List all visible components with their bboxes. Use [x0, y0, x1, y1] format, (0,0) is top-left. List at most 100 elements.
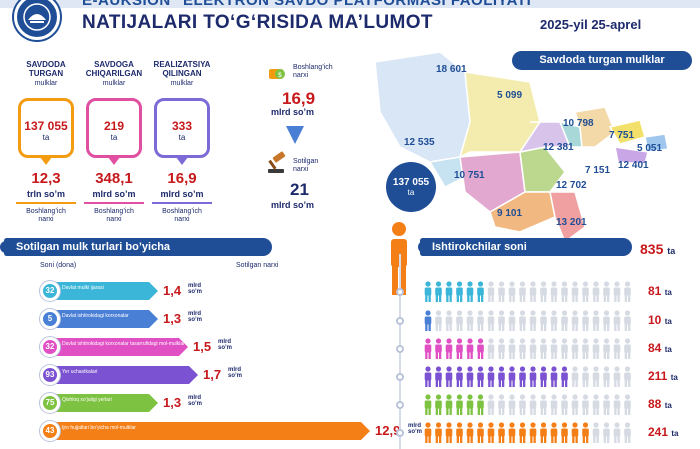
- participants-section-title: Ishtirokchilar soni: [420, 238, 632, 256]
- participants-row-value: 84 ta: [648, 341, 672, 355]
- region-navoi: [458, 71, 541, 159]
- summary-column-title: REALIZATSIYA QILINGAN mulklar: [153, 60, 211, 87]
- region-value-label: 18 601: [436, 64, 467, 75]
- summary-column-title: SAVDODA TURGAN mulklar: [26, 60, 66, 87]
- sold-price-label: Sotilgan narxi: [293, 158, 319, 173]
- participants-pictogram: [424, 338, 631, 359]
- participants-row: [424, 366, 636, 388]
- summary-column-title: SAVDOGA CHIQARILGAN mulklar: [85, 60, 143, 87]
- map-section-title: Savdoda turgan mulklar: [512, 51, 692, 70]
- participants-pictogram: [424, 422, 631, 443]
- map-total-bubble: 137 055 ta: [386, 162, 436, 212]
- assets-section-title: Sotilgan mulk turlari bo’yicha: [4, 238, 272, 256]
- header-cut-title: E-AUKSION" ELEKTRON SAVDO PLATFORMASI FA…: [82, 0, 532, 9]
- asset-sold-unit: mlrd so’m: [188, 283, 203, 295]
- asset-sold-value: 1,3: [163, 311, 182, 326]
- summary-value: 348,1: [95, 170, 133, 187]
- summary-underline: [152, 202, 212, 204]
- report-date: 2025-yil 25-aprel: [540, 17, 642, 32]
- asset-sold-unit: mlrd so’m: [188, 311, 203, 323]
- sold-price-value: 21: [290, 180, 309, 199]
- card-pointer-icon: [40, 157, 52, 165]
- participants-row: [424, 394, 636, 416]
- gavel-icon: [268, 151, 286, 173]
- summary-note: Boshlang’ich narxi: [26, 208, 66, 223]
- asset-sold-unit: mlrd so’m: [228, 367, 243, 379]
- participants-row-marker: [396, 345, 404, 353]
- asset-type-bar: Davlat ishtirokidagi korxonalar: [48, 310, 158, 328]
- region-value-label: 5 051: [637, 143, 663, 154]
- region-value-label: 12 535: [404, 137, 435, 148]
- region-value-label: 10 798: [563, 118, 594, 129]
- region-andijan: [644, 133, 669, 153]
- region-value-label: 7 151: [585, 165, 611, 176]
- region-value-label: 12 381: [543, 142, 574, 153]
- summary-count-card: 219 ta: [86, 98, 142, 158]
- card-pointer-icon: [176, 157, 188, 165]
- asset-type-bar: Qishloq xo’jaligi yerlari: [48, 394, 158, 412]
- asset-sold-value: 1,7: [203, 367, 222, 382]
- asset-sold-value: 1,5: [193, 339, 212, 354]
- agency-logo: [14, 0, 60, 40]
- asset-sold-value: 1,4: [163, 283, 182, 298]
- page-title: NATIJALARI TO‘G‘RISIDA MA’LUMOT: [82, 12, 433, 33]
- participants-pictogram: [424, 394, 631, 415]
- count-column-label: Soni (dona): [40, 262, 77, 269]
- person-icon: [391, 222, 407, 295]
- participants-row-value: 241 ta: [648, 425, 679, 439]
- start-price-value: 16,9: [282, 89, 316, 108]
- arrow-down-icon: [286, 126, 304, 144]
- emblem-icon: [23, 3, 51, 31]
- asset-count-badge: 75: [40, 393, 60, 413]
- participants-row-marker: [396, 317, 404, 325]
- participants-row-value: 81 ta: [648, 284, 672, 298]
- region-value-label: 10 751: [454, 170, 485, 181]
- participants-total: 835 ta: [640, 241, 676, 257]
- price-tag-icon: $: [269, 69, 285, 79]
- summary-count-card: 137 055 ta: [18, 98, 74, 158]
- asset-sold-unit: mlrd so’m: [218, 339, 233, 351]
- region-value-label: 12 401: [618, 160, 649, 171]
- asset-sold-value: 1,3: [163, 395, 182, 410]
- asset-type-bar: Yer uchastkalari: [48, 366, 198, 384]
- participants-row-value: 211 ta: [648, 369, 678, 383]
- summary-count-card: 333 ta: [154, 98, 210, 158]
- asset-type-bar: Davlat ishtirokidagi korxonalar tasarruf…: [48, 338, 188, 356]
- region-surkhandarya: [549, 191, 586, 242]
- region-fergana: [614, 146, 649, 165]
- start-price-unit: mlrd so’m: [271, 107, 315, 117]
- summary-value: 12,3: [31, 170, 61, 187]
- asset-type-bar: Ijro hujjatlari bo’yicha mol-mulklar: [48, 422, 370, 440]
- summary-value-unit: mlrd so’m: [160, 189, 204, 199]
- region-value-label: 7 751: [609, 130, 635, 141]
- summary-note: Boshlang’ich narxi: [162, 208, 202, 223]
- uzbekistan-map: [374, 52, 669, 242]
- participants-row: [424, 338, 636, 360]
- region-value-label: 13 201: [556, 217, 587, 228]
- summary-value-unit: trln so’m: [26, 189, 65, 199]
- asset-sold-unit: mlrd so’m: [188, 395, 203, 407]
- region-tashkent: [574, 106, 616, 148]
- region-value-label: 12 702: [556, 180, 587, 191]
- participants-row-marker: [396, 429, 404, 437]
- summary-underline: [84, 202, 144, 204]
- asset-count-badge: 93: [40, 365, 60, 385]
- asset-count-badge: 43: [40, 421, 60, 441]
- summary-underline: [16, 202, 76, 204]
- asset-count-badge: 32: [40, 281, 60, 301]
- participants-row-value: 10 ta: [648, 313, 672, 327]
- participants-row: [424, 310, 636, 332]
- asset-sold-value: 12,9: [375, 423, 401, 438]
- region-value-label: 5 099: [497, 90, 523, 101]
- asset-count-badge: 32: [40, 337, 60, 357]
- participants-row-marker: [396, 288, 404, 296]
- card-pointer-icon: [108, 157, 120, 165]
- participants-pictogram: [424, 281, 631, 302]
- summary-note: Boshlang’ich narxi: [94, 208, 134, 223]
- sold-price-unit: mlrd so’m: [271, 200, 315, 210]
- asset-type-bar: Davlat mulki ijarasi: [48, 282, 158, 300]
- participants-row: [424, 281, 636, 303]
- participants-pictogram: [424, 310, 631, 331]
- svg-text:$: $: [278, 71, 282, 79]
- summary-value: 16,9: [167, 170, 197, 187]
